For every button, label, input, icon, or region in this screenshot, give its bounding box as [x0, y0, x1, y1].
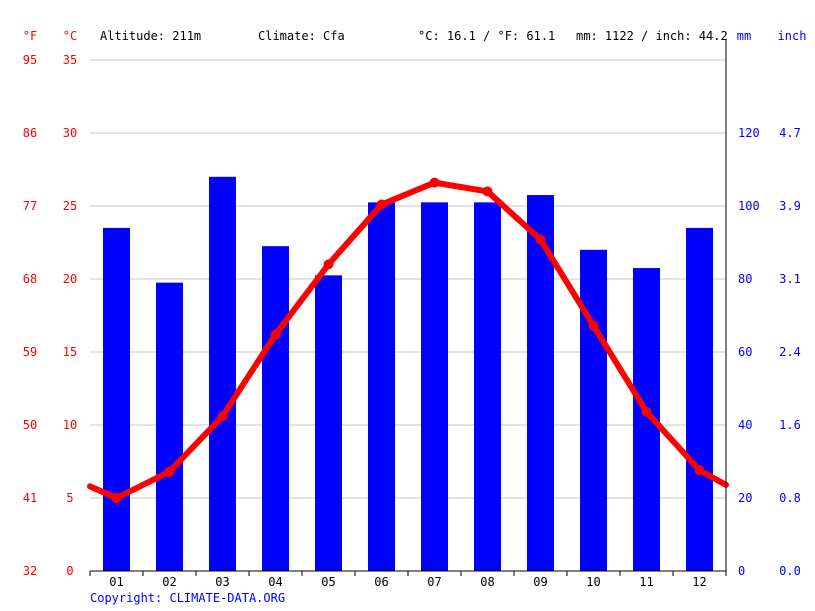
- mm-tick-label: 20: [738, 491, 752, 505]
- temperature-point: [535, 234, 546, 245]
- fahrenheit-tick-label: 95: [23, 53, 37, 67]
- celsius-tick-label: 5: [66, 491, 73, 505]
- precipitation-bar: [315, 275, 342, 571]
- mm-unit-label: mm: [737, 29, 751, 43]
- fahrenheit-unit-label: °F: [23, 29, 37, 43]
- temperature-point: [323, 259, 334, 270]
- celsius-tick-label: 35: [63, 53, 77, 67]
- temperature-point: [694, 465, 705, 476]
- celsius-unit-label: °C: [63, 29, 77, 43]
- month-tick-label: 12: [692, 575, 706, 589]
- temperature-point: [217, 411, 228, 422]
- inch-tick-label: 3.9: [779, 199, 801, 213]
- inch-tick-label: 0.8: [779, 491, 801, 505]
- month-tick-label: 02: [162, 575, 176, 589]
- celsius-tick-label: 25: [63, 199, 77, 213]
- month-tick-label: 11: [639, 575, 653, 589]
- month-tick-label: 09: [533, 575, 547, 589]
- fahrenheit-tick-label: 86: [23, 126, 37, 140]
- inch-tick-label: 1.6: [779, 418, 801, 432]
- mm-tick-label: 40: [738, 418, 752, 432]
- mm-tick-label: 100: [738, 199, 760, 213]
- temperature-series-line: [87, 179, 729, 501]
- temperature-point: [270, 329, 281, 340]
- inch-tick-label: 2.4: [779, 345, 801, 359]
- mm-tick-label: 60: [738, 345, 752, 359]
- climate-label: Climate: Cfa: [258, 29, 345, 43]
- axes: [89, 40, 727, 576]
- celsius-tick-label: 10: [63, 418, 77, 432]
- inch-tick-label: 3.1: [779, 272, 801, 286]
- mm-tick-label: 0: [738, 564, 745, 578]
- mm-tick-label: 80: [738, 272, 752, 286]
- total-precipitation-label: mm: 1122 / inch: 44.2: [576, 29, 728, 43]
- precipitation-bar: [474, 202, 501, 571]
- mm-tick-label: 120: [738, 126, 760, 140]
- temperature-point: [429, 177, 440, 188]
- temperature-point: [588, 320, 599, 331]
- avg-temperature-label: °C: 16.1 / °F: 61.1: [418, 29, 555, 43]
- month-tick-label: 10: [586, 575, 600, 589]
- inch-tick-label: 0.0: [779, 564, 801, 578]
- month-tick-label: 05: [321, 575, 335, 589]
- month-tick-label: 07: [427, 575, 441, 589]
- temperature-point: [164, 466, 175, 477]
- month-tick-label: 03: [215, 575, 229, 589]
- celsius-tick-label: 20: [63, 272, 77, 286]
- inch-tick-label: 4.7: [779, 126, 801, 140]
- month-tick-label: 08: [480, 575, 494, 589]
- temperature-point: [641, 406, 652, 417]
- inch-unit-label: inch: [778, 29, 807, 43]
- celsius-tick-label: 30: [63, 126, 77, 140]
- precipitation-bar: [368, 202, 395, 571]
- celsius-tick-label: 15: [63, 345, 77, 359]
- precipitation-bar: [156, 282, 183, 571]
- temperature-point: [111, 493, 122, 503]
- celsius-tick-label: 0: [66, 564, 73, 578]
- altitude-label: Altitude: 211m: [100, 29, 201, 43]
- temperature-point: [376, 199, 387, 210]
- month-tick-label: 01: [109, 575, 123, 589]
- precipitation-bar: [262, 246, 289, 571]
- precipitation-bar: [580, 249, 607, 572]
- copyright-text: Copyright: CLIMATE-DATA.ORG: [90, 591, 286, 605]
- fahrenheit-tick-label: 41: [23, 491, 37, 505]
- fahrenheit-tick-label: 50: [23, 418, 37, 432]
- precipitation-bar: [686, 227, 713, 571]
- fahrenheit-tick-label: 77: [23, 199, 37, 213]
- month-tick-label: 04: [268, 575, 282, 589]
- fahrenheit-tick-label: 32: [23, 564, 37, 578]
- temperature-point: [482, 186, 493, 197]
- precipitation-bar: [209, 176, 236, 572]
- precipitation-bar: [103, 227, 130, 571]
- temperature-line: [87, 177, 729, 503]
- precipitation-bars: [103, 176, 713, 572]
- axis-tick-labels: 01 02 03 04 05 06 07 08 09 10 11 120325411050155920…: [23, 53, 801, 589]
- fahrenheit-tick-label: 59: [23, 345, 37, 359]
- fahrenheit-tick-label: 68: [23, 272, 37, 286]
- gridlines: [90, 59, 726, 499]
- precipitation-bar: [421, 202, 448, 571]
- month-tick-label: 06: [374, 575, 388, 589]
